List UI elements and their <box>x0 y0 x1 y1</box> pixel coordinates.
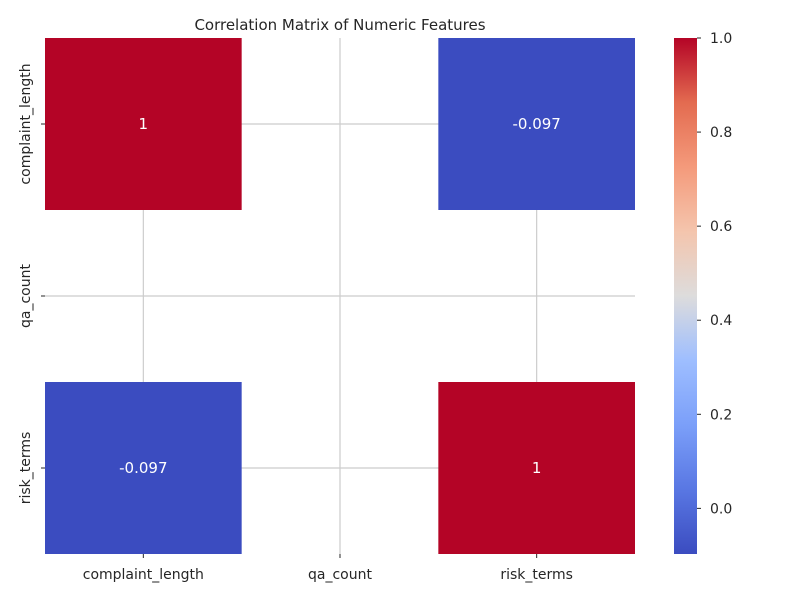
colorbar-tick-label: 0.2 <box>710 407 732 423</box>
heatmap-cells <box>45 38 635 554</box>
cell-annotations: 1 -0.097 -0.097 1 <box>119 115 561 477</box>
heatmap-cell <box>45 38 242 210</box>
y-tick-label: risk_terms <box>18 432 34 505</box>
x-tick-label: complaint_length <box>83 567 204 583</box>
colorbar: 0.0 0.2 0.4 0.6 0.8 1.0 <box>674 31 732 554</box>
y-tick-labels: complaint_length qa_count risk_terms <box>18 63 45 504</box>
y-tick-label: qa_count <box>18 264 34 328</box>
heatmap-cell <box>45 382 242 554</box>
heatmap-cell <box>438 382 635 554</box>
colorbar-gradient <box>674 38 697 554</box>
chart-title: Correlation Matrix of Numeric Features <box>194 16 485 34</box>
y-tick-label: complaint_length <box>18 63 34 184</box>
x-tick-label: risk_terms <box>500 567 573 583</box>
colorbar-tick-label: 1.0 <box>710 31 732 47</box>
x-tick-labels: complaint_length qa_count risk_terms <box>83 554 573 583</box>
cell-value-label: -0.097 <box>512 115 560 133</box>
heatmap-cell <box>438 38 635 210</box>
cell-value-label: -0.097 <box>119 459 167 477</box>
x-tick-label: qa_count <box>308 567 372 583</box>
colorbar-tick-label: 0.8 <box>710 125 732 141</box>
colorbar-tick-label: 0.4 <box>710 313 732 329</box>
colorbar-ticks: 0.0 0.2 0.4 0.6 0.8 1.0 <box>697 31 732 517</box>
cell-value-label: 1 <box>532 459 542 477</box>
colorbar-tick-label: 0.6 <box>710 219 732 235</box>
cell-value-label: 1 <box>139 115 149 133</box>
colorbar-tick-label: 0.0 <box>710 501 732 517</box>
